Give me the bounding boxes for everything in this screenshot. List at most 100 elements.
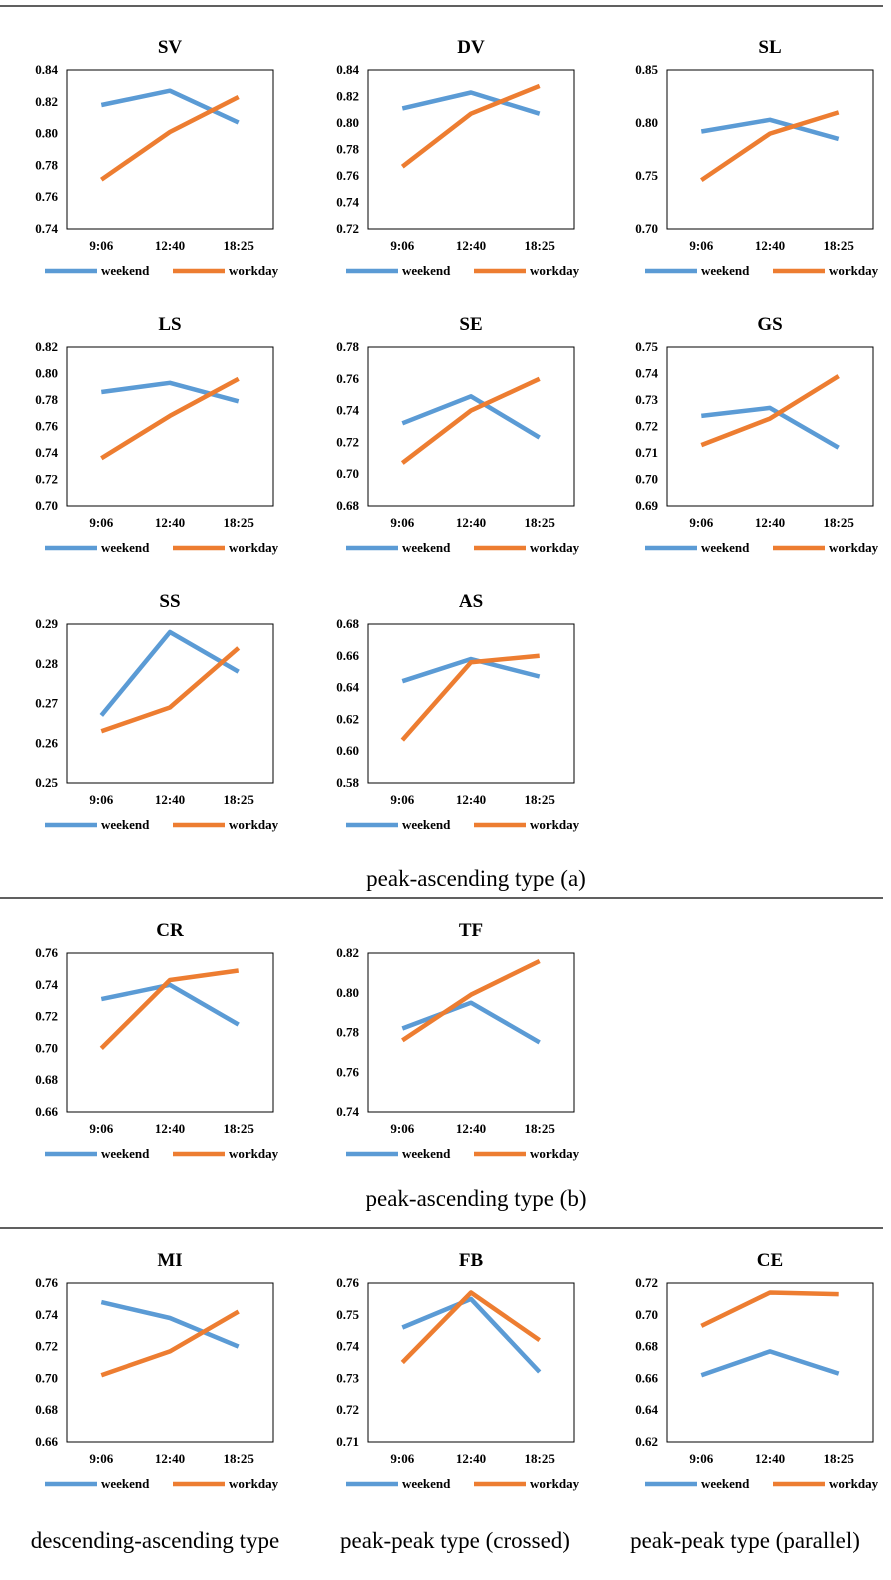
- chart-title-sv: SV: [158, 37, 183, 58]
- plot-area-cr: [66, 952, 274, 1113]
- x-tick-label-gs-0: 9:06: [689, 515, 713, 530]
- x-tick-label-tf-2: 18:25: [524, 1121, 555, 1136]
- y-tick-label-ce-0: 0.62: [635, 1434, 658, 1449]
- y-tick-label-tf-1: 0.76: [336, 1064, 359, 1079]
- y-tick-label-as-0: 0.58: [336, 775, 359, 790]
- series-line-weekend-mi: [100, 1299, 240, 1349]
- y-tick-label-as-1: 0.60: [336, 743, 359, 758]
- x-tick-label-gs-1: 12:40: [755, 515, 785, 530]
- x-tick-label-ls-0: 9:06: [89, 515, 113, 530]
- y-tick-label-dv-6: 0.84: [336, 62, 359, 77]
- y-tick-label-fb-0: 0.71: [336, 1434, 359, 1449]
- y-tick-label-dv-2: 0.76: [336, 168, 359, 183]
- plot-area-ss: [66, 623, 274, 784]
- legend-label-weekend-as: weekend: [402, 817, 451, 832]
- bottom-caption-peak-peak-crossed: peak-peak type (crossed): [340, 1528, 570, 1553]
- legend-label-workday-tf: workday: [530, 1146, 580, 1161]
- y-tick-label-gs-0: 0.69: [635, 498, 658, 513]
- y-tick-label-ss-3: 0.28: [35, 656, 58, 671]
- x-tick-label-gs-2: 18:25: [823, 515, 854, 530]
- y-tick-label-dv-4: 0.80: [336, 115, 359, 130]
- x-tick-label-mi-0: 9:06: [89, 1451, 113, 1466]
- chart-fb: FB 0.71 0.72 0.73 0.74 0.75 0.76 9:06 12:40 18:25…: [336, 1250, 579, 1491]
- legend-label-weekend-mi: weekend: [101, 1476, 150, 1491]
- x-tick-label-mi-1: 12:40: [155, 1451, 185, 1466]
- series-line-weekend-ce: [700, 1349, 840, 1378]
- y-tick-label-sl-1: 0.75: [635, 168, 658, 183]
- y-tick-label-ce-2: 0.66: [635, 1370, 658, 1385]
- series-line-workday-gs: [700, 374, 840, 448]
- y-tick-label-se-5: 0.78: [336, 339, 359, 354]
- x-tick-label-fb-1: 12:40: [456, 1451, 486, 1466]
- legend-label-weekend-sv: weekend: [101, 263, 150, 278]
- y-tick-label-sv-4: 0.82: [35, 94, 58, 109]
- plot-area-mi: [66, 1282, 274, 1443]
- legend-label-workday-sl: workday: [829, 263, 879, 278]
- plot-area-sv: [66, 69, 274, 230]
- legend-label-weekend-ce: weekend: [701, 1476, 750, 1491]
- y-tick-label-ce-4: 0.70: [635, 1307, 658, 1322]
- y-tick-label-mi-2: 0.70: [35, 1370, 58, 1385]
- chart-tf: TF 0.74 0.76 0.78 0.80 0.82 9:06 12:40 18:25 week…: [336, 920, 579, 1161]
- y-tick-label-sv-5: 0.84: [35, 62, 58, 77]
- x-tick-label-sl-1: 12:40: [755, 238, 785, 253]
- y-tick-label-mi-1: 0.68: [35, 1402, 58, 1417]
- legend-label-weekend-dv: weekend: [402, 263, 451, 278]
- legend-label-workday-ss: workday: [229, 817, 279, 832]
- legend-label-weekend-ls: weekend: [101, 540, 150, 555]
- series-line-weekend-gs: [701, 405, 840, 450]
- chart-title-mi: MI: [157, 1250, 182, 1271]
- y-tick-label-gs-6: 0.75: [635, 339, 658, 354]
- chart-title-as: AS: [459, 591, 483, 612]
- y-tick-label-dv-1: 0.74: [336, 195, 359, 210]
- y-tick-label-tf-4: 0.82: [336, 945, 359, 960]
- y-tick-label-as-5: 0.68: [336, 616, 359, 631]
- x-tick-label-dv-0: 9:06: [390, 238, 414, 253]
- legend-label-weekend-ss: weekend: [101, 817, 150, 832]
- legend-label-weekend-fb: weekend: [402, 1476, 451, 1491]
- x-tick-label-fb-0: 9:06: [390, 1451, 414, 1466]
- x-tick-label-mi-2: 18:25: [223, 1451, 254, 1466]
- series-line-weekend-sv: [100, 88, 240, 125]
- y-tick-label-tf-3: 0.80: [336, 985, 359, 1000]
- chart-se: SE 0.68 0.70 0.72 0.74 0.76 0.78 9:06 12:40 18:25…: [336, 314, 579, 555]
- y-tick-label-fb-4: 0.75: [336, 1307, 359, 1322]
- y-tick-label-ss-1: 0.26: [35, 735, 58, 750]
- y-tick-label-se-0: 0.68: [336, 498, 359, 513]
- x-tick-label-sl-2: 18:25: [823, 238, 854, 253]
- series-line-workday-ls: [100, 376, 240, 461]
- x-tick-label-cr-0: 9:06: [89, 1121, 113, 1136]
- chart-title-ss: SS: [159, 591, 180, 612]
- legend-label-weekend-gs: weekend: [701, 540, 750, 555]
- y-tick-label-ss-2: 0.27: [35, 696, 58, 711]
- plot-area-ls: [66, 346, 274, 507]
- y-tick-label-sv-2: 0.78: [35, 157, 58, 172]
- chart-panels: SV 0.74 0.76 0.78 0.80 0.82 0.84 9:06 12:40 18:25…: [35, 37, 878, 1491]
- chart-title-se: SE: [459, 314, 482, 335]
- series-line-weekend-cr: [100, 982, 240, 1027]
- y-tick-label-se-1: 0.70: [336, 466, 359, 481]
- y-tick-label-tf-2: 0.78: [336, 1025, 359, 1040]
- chart-cr: CR 0.66 0.68 0.70 0.72 0.74 0.76 9:06 12:40 18:25…: [35, 920, 278, 1161]
- x-tick-label-ss-1: 12:40: [155, 792, 185, 807]
- y-tick-label-ls-5: 0.80: [35, 366, 58, 381]
- y-tick-label-gs-4: 0.73: [635, 392, 658, 407]
- x-tick-label-ce-1: 12:40: [755, 1451, 785, 1466]
- x-tick-label-ls-1: 12:40: [155, 515, 185, 530]
- legend-label-workday-cr: workday: [229, 1146, 279, 1161]
- series-line-weekend-dv: [401, 90, 541, 116]
- chart-title-cr: CR: [156, 920, 184, 941]
- y-tick-label-ls-4: 0.78: [35, 392, 58, 407]
- y-tick-label-fb-5: 0.76: [336, 1275, 359, 1290]
- chart-sv: SV 0.74 0.76 0.78 0.80 0.82 0.84 9:06 12:40 18:25…: [35, 37, 278, 278]
- y-tick-label-fb-1: 0.72: [336, 1402, 359, 1417]
- series-line-workday-sv: [100, 94, 240, 182]
- y-tick-label-gs-5: 0.74: [635, 366, 658, 381]
- y-tick-label-fb-2: 0.73: [336, 1370, 359, 1385]
- plot-area-gs: [666, 346, 874, 507]
- series-line-workday-ce: [700, 1290, 839, 1328]
- x-tick-label-tf-1: 12:40: [456, 1121, 486, 1136]
- chart-sl: SL 0.70 0.75 0.80 0.85 9:06 12:40 18:25 weekend w…: [635, 37, 878, 278]
- series-line-workday-mi: [100, 1309, 240, 1378]
- chart-title-ls: LS: [158, 314, 181, 335]
